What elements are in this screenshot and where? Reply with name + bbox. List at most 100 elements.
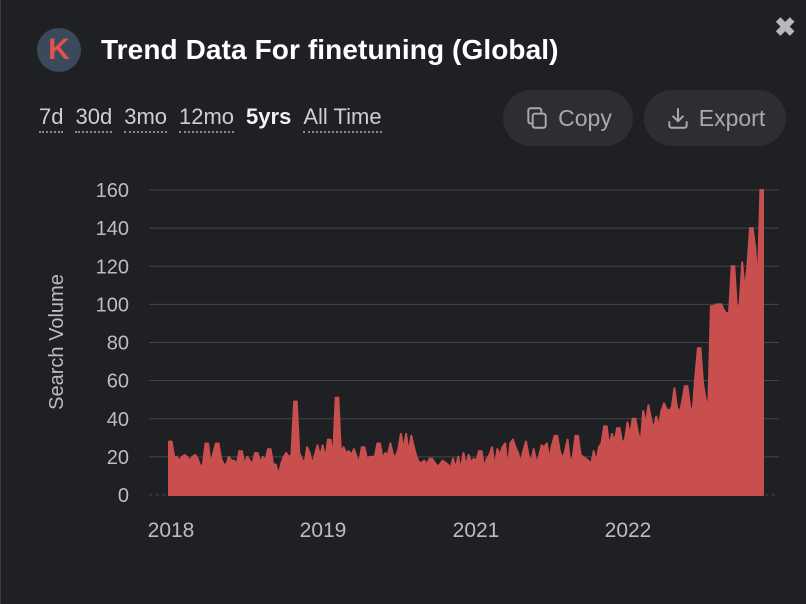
data-point — [514, 446, 517, 449]
y-tick-label: 60 — [107, 371, 129, 393]
data-point — [475, 459, 478, 462]
data-point — [517, 452, 520, 455]
data-point — [384, 452, 387, 455]
data-point — [597, 446, 600, 449]
data-point — [762, 189, 764, 191]
data-point — [720, 303, 723, 306]
data-point — [670, 406, 673, 409]
data-point — [358, 461, 361, 464]
panel-title: Trend Data For finetuning (Global) — [101, 34, 559, 65]
range-30d[interactable]: 30d — [75, 104, 113, 133]
close-icon[interactable]: ✖ — [774, 12, 796, 42]
data-point — [235, 463, 238, 466]
x-tick-labels: 2018 2019 2021 2022 — [148, 519, 652, 542]
data-point — [618, 427, 621, 430]
data-point — [454, 467, 457, 470]
data-point — [712, 305, 715, 308]
data-point — [324, 457, 327, 460]
area-series — [168, 189, 764, 496]
range-all-time[interactable]: All Time — [303, 104, 382, 133]
data-point — [590, 463, 593, 466]
data-point — [436, 465, 439, 468]
data-point — [227, 455, 230, 458]
data-point — [600, 442, 603, 445]
data-point — [485, 457, 488, 460]
y-tick-label: 160 — [96, 180, 129, 202]
data-point — [722, 309, 725, 312]
data-point — [230, 459, 233, 462]
data-point — [175, 455, 178, 458]
range-12mo[interactable]: 12mo — [179, 104, 235, 133]
data-point — [449, 467, 452, 470]
data-point — [355, 455, 358, 458]
data-point — [272, 463, 275, 466]
data-point — [441, 459, 444, 462]
data-point — [756, 284, 759, 287]
data-point — [339, 452, 342, 455]
data-point — [733, 265, 736, 268]
data-point — [452, 457, 454, 460]
data-point — [530, 461, 533, 464]
data-point — [394, 455, 397, 458]
data-point — [332, 455, 335, 458]
data-point — [194, 454, 197, 456]
data-point — [584, 457, 587, 460]
data-point — [407, 452, 410, 455]
data-point — [446, 463, 449, 466]
data-point — [363, 446, 366, 449]
range-3mo[interactable]: 3mo — [124, 104, 167, 133]
data-point — [303, 463, 306, 466]
data-point — [191, 455, 194, 458]
y-tick-label: 100 — [96, 294, 129, 316]
data-point — [342, 446, 345, 449]
data-point — [603, 425, 606, 428]
copy-label: Copy — [558, 104, 612, 131]
data-point — [402, 448, 405, 451]
data-point — [295, 400, 298, 403]
data-point — [524, 440, 527, 443]
data-point — [214, 442, 217, 445]
data-point — [225, 463, 228, 466]
data-point — [509, 442, 512, 445]
data-point — [504, 442, 507, 445]
data-point — [488, 454, 491, 456]
data-point — [199, 465, 202, 468]
data-point — [558, 450, 561, 453]
data-point — [209, 463, 212, 466]
data-point — [522, 450, 525, 453]
data-point — [472, 457, 475, 460]
range-5yrs[interactable]: 5yrs — [246, 104, 292, 129]
data-point — [691, 410, 694, 413]
data-point — [694, 375, 697, 378]
data-point — [428, 457, 431, 460]
data-point — [704, 398, 707, 401]
data-point — [663, 402, 665, 405]
data-point — [657, 425, 660, 428]
export-button[interactable]: Export — [644, 90, 786, 146]
data-point — [738, 303, 741, 306]
data-point — [470, 461, 473, 464]
data-point — [418, 461, 421, 464]
data-point — [496, 448, 499, 451]
data-point — [256, 452, 259, 455]
data-point — [412, 446, 415, 449]
data-point — [334, 396, 337, 399]
data-point — [696, 347, 699, 350]
data-point — [574, 434, 577, 437]
data-point — [498, 454, 501, 456]
data-point — [545, 442, 548, 445]
data-point — [702, 383, 705, 386]
copy-icon — [527, 107, 547, 129]
data-point — [644, 423, 647, 426]
range-7d[interactable]: 7d — [39, 104, 64, 133]
data-point — [467, 454, 470, 456]
data-point — [543, 446, 546, 449]
data-point — [267, 448, 269, 451]
copy-button[interactable]: Copy — [503, 90, 633, 146]
data-point — [709, 305, 712, 308]
data-point — [746, 265, 749, 268]
data-point — [240, 450, 243, 453]
data-point — [715, 303, 718, 306]
data-point — [433, 461, 436, 464]
